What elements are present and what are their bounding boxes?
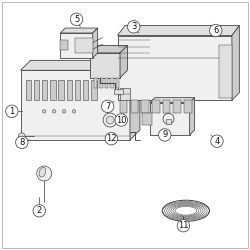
Polygon shape: [26, 80, 31, 100]
Circle shape: [106, 116, 114, 124]
Polygon shape: [105, 78, 108, 88]
Circle shape: [52, 110, 56, 113]
Polygon shape: [184, 100, 192, 112]
Circle shape: [42, 110, 46, 113]
Text: 5: 5: [74, 15, 79, 24]
Circle shape: [210, 24, 222, 37]
Polygon shape: [118, 26, 239, 36]
Circle shape: [6, 105, 18, 118]
Polygon shape: [66, 80, 72, 100]
Polygon shape: [142, 100, 149, 112]
Text: 2: 2: [36, 206, 42, 215]
Circle shape: [18, 133, 25, 140]
Polygon shape: [152, 100, 160, 112]
Polygon shape: [120, 88, 130, 100]
Ellipse shape: [39, 168, 46, 177]
Circle shape: [102, 100, 114, 112]
Text: 11: 11: [178, 221, 189, 230]
Circle shape: [211, 135, 223, 147]
Polygon shape: [60, 28, 98, 33]
Circle shape: [16, 136, 28, 148]
Polygon shape: [90, 46, 128, 53]
Circle shape: [115, 114, 128, 126]
Polygon shape: [150, 102, 190, 135]
Polygon shape: [58, 80, 64, 100]
Circle shape: [62, 110, 66, 113]
Circle shape: [103, 113, 117, 127]
Text: 10: 10: [116, 116, 126, 124]
Polygon shape: [60, 40, 68, 50]
Polygon shape: [50, 80, 56, 100]
Text: 4: 4: [214, 137, 220, 146]
Polygon shape: [190, 98, 194, 135]
Text: 9: 9: [162, 130, 168, 140]
Polygon shape: [90, 53, 120, 78]
Circle shape: [177, 220, 190, 232]
Polygon shape: [130, 60, 140, 140]
Text: 6: 6: [213, 26, 218, 35]
Polygon shape: [94, 78, 98, 88]
Polygon shape: [20, 60, 140, 70]
Polygon shape: [120, 46, 128, 78]
Polygon shape: [142, 112, 152, 125]
Polygon shape: [34, 80, 39, 100]
Circle shape: [128, 20, 140, 33]
Polygon shape: [75, 80, 80, 100]
Circle shape: [37, 166, 52, 181]
Circle shape: [72, 110, 76, 113]
Polygon shape: [163, 100, 170, 112]
Polygon shape: [150, 98, 194, 102]
Circle shape: [158, 129, 171, 141]
Polygon shape: [232, 26, 239, 100]
Polygon shape: [120, 100, 128, 112]
Polygon shape: [20, 70, 130, 140]
Polygon shape: [116, 78, 119, 88]
Text: 8: 8: [19, 138, 24, 147]
Text: 3: 3: [131, 22, 136, 31]
Polygon shape: [131, 100, 138, 112]
Circle shape: [70, 13, 83, 26]
Polygon shape: [114, 89, 122, 94]
Polygon shape: [174, 100, 181, 112]
Polygon shape: [220, 46, 232, 98]
Circle shape: [33, 204, 46, 217]
Text: 1: 1: [9, 107, 14, 116]
Polygon shape: [93, 28, 98, 58]
Polygon shape: [83, 80, 88, 100]
Polygon shape: [100, 78, 103, 88]
Polygon shape: [118, 36, 232, 100]
Text: 7: 7: [105, 102, 110, 111]
Text: 12: 12: [106, 134, 117, 143]
Polygon shape: [91, 80, 97, 100]
Polygon shape: [75, 38, 93, 53]
Polygon shape: [42, 80, 48, 100]
Polygon shape: [60, 33, 93, 58]
Polygon shape: [110, 78, 114, 88]
Circle shape: [105, 132, 118, 145]
Polygon shape: [166, 119, 172, 124]
